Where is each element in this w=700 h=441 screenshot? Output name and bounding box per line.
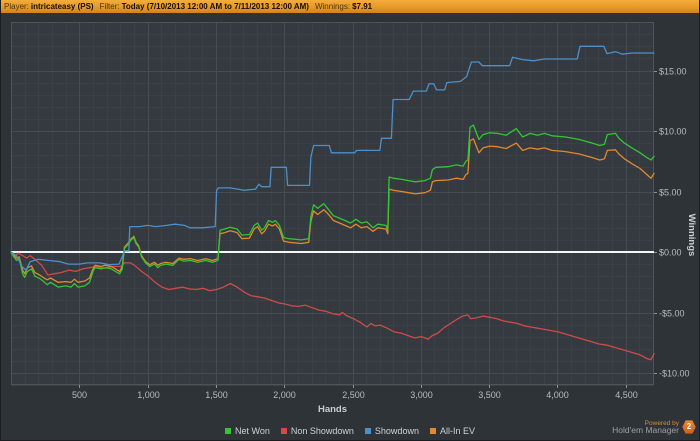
winnings-value: $7.91: [352, 2, 373, 11]
winnings-label: Winnings:: [314, 2, 351, 11]
legend-item-all-in-ev[interactable]: All-In EV: [429, 426, 475, 436]
legend-item-net-won[interactable]: Net Won: [225, 426, 270, 436]
powered-by-block: Powered by Hold'em Manager 2: [612, 420, 696, 434]
legend-swatch-icon: [364, 428, 371, 434]
grid-minor: [11, 22, 654, 386]
winnings-chart-canvas: 500 1,000 1,500 2,000 2,500 3,000 3,500 4,000 4,…: [10, 22, 697, 415]
winnings-graph: 500 1,000 1,500 2,000 2,500 3,000 3,500 4,000 4,…: [1, 13, 699, 440]
x-tick-label: 2,000: [273, 390, 296, 400]
filter-value: Today (7/10/2013 12:00 AM to 7/11/2013 1…: [121, 2, 309, 11]
powered-by-text: Powered by: [644, 420, 679, 427]
x-axis-title: Hands: [318, 404, 347, 415]
graph-header-bar: Player: intricateasy (PS) Filter: Today (7/…: [1, 0, 699, 14]
x-tick-label: 1,000: [137, 390, 160, 400]
x-axis-labels: 500 1,000 1,500 2,000 2,500 3,000 3,500 4,000 4,…: [72, 385, 638, 400]
legend-label: Non Showdown: [290, 426, 354, 436]
legend-swatch-icon: [429, 428, 436, 434]
chart-legend: Net Won Non Showdown Showdown All-In EV: [1, 425, 699, 437]
player-label: Player:: [4, 2, 29, 11]
y-tick-label: -$5.00: [659, 309, 685, 319]
x-tick-label: 2,500: [342, 390, 365, 400]
legend-swatch-icon: [225, 428, 232, 434]
y-axis-labels: $15.00 $10.00 $5.00 $0.00 -$5.00 -$10.00: [654, 67, 690, 379]
legend-label: Showdown: [374, 426, 419, 436]
plot-border: [11, 22, 654, 385]
series-line-showdown: [10, 45, 655, 271]
y-tick-label: $0.00: [659, 248, 682, 258]
brand-text: Hold'em Manager: [612, 425, 679, 435]
legend-label: All-In EV: [439, 426, 475, 436]
plot-area: [11, 22, 654, 385]
x-tick-label: 4,500: [615, 390, 638, 400]
y-tick-label: $10.00: [659, 127, 687, 137]
y-axis-title: Winnings: [686, 214, 697, 257]
legend-item-showdown[interactable]: Showdown: [364, 426, 419, 436]
y-tick-label: $5.00: [659, 188, 682, 198]
x-tick-label: 500: [72, 390, 87, 400]
filter-label: Filter:: [99, 2, 120, 11]
x-tick-label: 1,500: [205, 390, 228, 400]
series-line-net-won: [10, 124, 655, 288]
holdem-manager-logo-icon: 2: [682, 420, 696, 434]
series-line-non-showdown: [10, 251, 655, 361]
series-line-all-in-ev: [10, 138, 655, 283]
legend-swatch-icon: [280, 428, 287, 434]
legend-label: Net Won: [235, 426, 270, 436]
x-tick-label: 3,500: [478, 390, 501, 400]
player-value: intricateasy (PS): [30, 2, 94, 11]
y-tick-label: -$10.00: [659, 369, 690, 379]
legend-item-non-showdown[interactable]: Non Showdown: [280, 426, 354, 436]
y-tick-label: $15.00: [659, 67, 687, 77]
x-tick-label: 4,000: [546, 390, 569, 400]
grid-major: [11, 22, 654, 385]
x-tick-label: 3,000: [410, 390, 433, 400]
